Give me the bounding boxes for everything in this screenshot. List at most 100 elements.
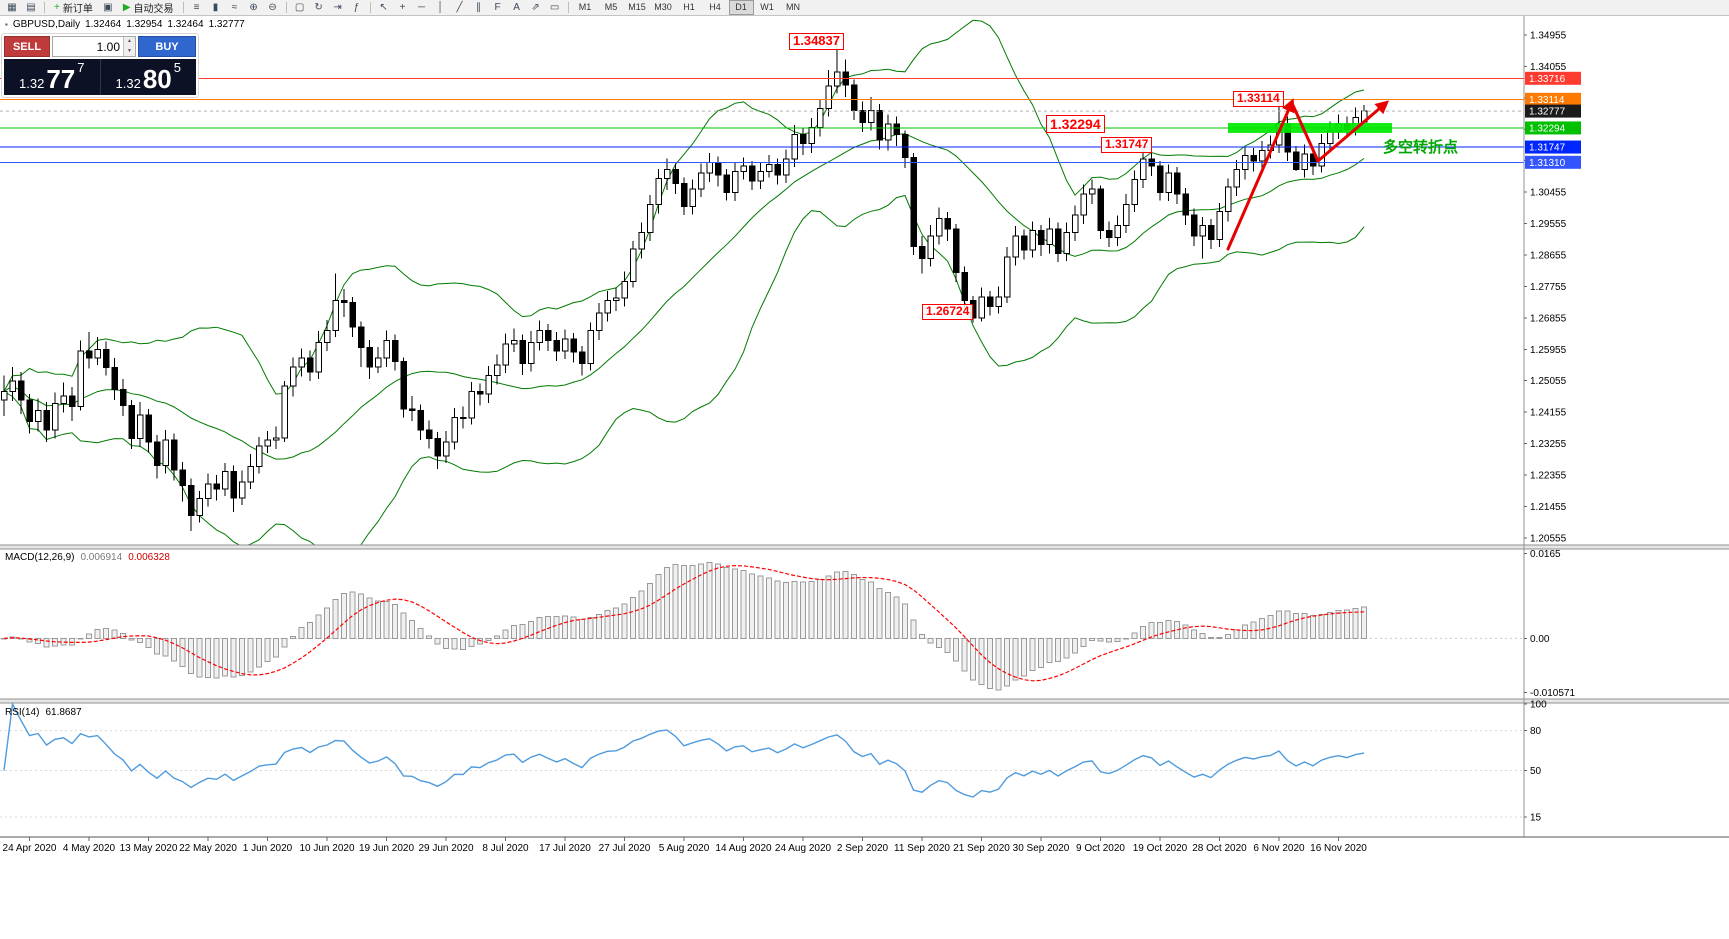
new-chart-icon[interactable]: ▦ [7, 1, 17, 13]
date-label: 10 Jun 2020 [299, 843, 354, 854]
candle-body [485, 375, 492, 395]
arrow-tool-icon[interactable]: ⇗ [531, 1, 540, 13]
axis-price-tag-text: 1.31747 [1529, 143, 1566, 154]
macd-bar [409, 619, 415, 639]
volume-box: ▲ ▼ [52, 36, 136, 57]
macd-bar [1148, 621, 1155, 639]
text-label-icon[interactable]: A [513, 1, 520, 13]
tile-windows-icon[interactable]: ▢ [294, 1, 305, 13]
candle-body [1114, 225, 1121, 239]
auto-trading-button[interactable]: ▶ 自动交易 [118, 1, 179, 15]
price-scale-label: 1.27755 [1530, 282, 1567, 293]
trend-arrow[interactable] [1226, 98, 1295, 251]
macd-bar [664, 567, 670, 639]
chart-shift-icon[interactable]: ⇥ [333, 1, 342, 13]
macd-bar [477, 637, 483, 645]
candle-body [323, 329, 331, 343]
macd-bar [553, 616, 560, 639]
candle-body [340, 300, 348, 303]
macd-bar [851, 574, 857, 639]
trendline-icon[interactable]: ╱ [456, 1, 463, 13]
auto-trading-button-label: 自动交易 [133, 4, 174, 15]
turning-point-note[interactable]: 多空转折点 [1383, 139, 1459, 156]
bar-chart-icon[interactable]: ≡ [193, 1, 200, 13]
price-callout-1.31747[interactable]: 1.31747 [1101, 137, 1153, 153]
market-watch-icon[interactable]: ▣ [103, 1, 113, 13]
panel-splitter[interactable] [0, 545, 1729, 549]
sell-button[interactable]: SELL [4, 36, 50, 57]
timeframe-h4[interactable]: H4 [709, 2, 721, 12]
auto-scroll-icon[interactable]: ↻ [314, 1, 323, 13]
timeframe-m5[interactable]: M5 [604, 2, 618, 12]
candle-body [782, 158, 790, 176]
horizontal-line-icon[interactable]: ─ [418, 1, 426, 13]
bb-upper-band [3, 19, 1365, 395]
macd-bar [94, 629, 101, 639]
macd-bar [341, 592, 347, 639]
volume-up-icon[interactable]: ▲ [124, 37, 135, 47]
macd-bar [154, 637, 160, 655]
indicators-icon[interactable]: ƒ [353, 1, 360, 13]
candle-body [1097, 188, 1104, 232]
price-callout-1.32294[interactable]: 1.32294 [1046, 115, 1105, 134]
trend-arrow[interactable] [1290, 100, 1390, 163]
zoom-in-icon[interactable]: ⊕ [249, 1, 258, 13]
candle-body [757, 170, 764, 182]
price-callout-1.34837[interactable]: 1.34837 [789, 33, 844, 50]
axis-price-tag-text: 1.32294 [1529, 123, 1566, 134]
timeframe-h1[interactable]: H1 [683, 2, 695, 12]
candle-body [0, 390, 8, 401]
volume-input[interactable] [53, 37, 123, 56]
price-callout-1.26724[interactable]: 1.26724 [922, 304, 974, 320]
vertical-line-icon[interactable]: │ [437, 1, 444, 13]
candle-body [221, 471, 229, 490]
timeframe-m15[interactable]: M15 [628, 2, 646, 12]
candle-body [978, 296, 985, 319]
price-callout-1.33114[interactable]: 1.33114 [1233, 91, 1284, 107]
candle-body [935, 218, 943, 237]
ask-price[interactable]: 1.32 80 5 [99, 59, 197, 95]
candle-body [595, 312, 603, 331]
macd-bar [766, 577, 772, 639]
ohlc-close: 1.32777 [208, 19, 245, 30]
candle-body [459, 417, 467, 420]
timeframe-d1[interactable]: D1 [728, 0, 754, 15]
macd-bar [995, 637, 1002, 691]
price-scale-label: 1.29555 [1530, 219, 1567, 230]
cursor-icon[interactable]: ↖ [379, 1, 388, 13]
candle-body [1139, 158, 1147, 180]
timeframe-w1[interactable]: W1 [760, 2, 774, 12]
candle-body [349, 301, 356, 328]
profiles-icon[interactable]: ▤ [26, 1, 36, 13]
channel-icon[interactable]: ∥ [476, 1, 482, 13]
macd-bar [1284, 610, 1291, 639]
candle-body [621, 280, 628, 299]
crosshair-icon[interactable]: + [399, 1, 406, 13]
line-chart-icon[interactable]: ≈ [231, 1, 238, 13]
macd-bar [1352, 608, 1359, 639]
macd-bar [247, 637, 254, 673]
macd-scale-label: 0.0165 [1530, 549, 1561, 560]
macd-bar [69, 637, 75, 646]
support-highlight-zone[interactable] [1228, 122, 1392, 133]
volume-down-icon[interactable]: ▼ [124, 46, 135, 56]
shapes-icon[interactable]: ▭ [549, 1, 560, 13]
date-label: 21 Sep 2020 [953, 843, 1010, 854]
panel-splitter[interactable] [0, 699, 1729, 703]
candlestick-chart-icon[interactable]: ▮ [212, 1, 219, 13]
symbol-period-label: GBPUSD,Daily [12, 19, 81, 30]
macd-bar [1097, 637, 1104, 642]
candle-body [918, 245, 926, 260]
zoom-out-icon[interactable]: ⊖ [268, 1, 277, 13]
timeframe-mn[interactable]: MN [786, 2, 801, 12]
new-order-button-label: 新订单 [62, 4, 93, 15]
new-order-button[interactable]: + 新订单 [49, 1, 98, 15]
fibonacci-icon[interactable]: F [494, 1, 501, 13]
buy-button[interactable]: BUY [138, 36, 196, 57]
candle-body [1165, 172, 1172, 193]
timeframe-m30[interactable]: M30 [654, 2, 672, 12]
bid-price[interactable]: 1.32 77 7 [4, 59, 100, 95]
macd-bar [375, 600, 381, 639]
timeframe-m1[interactable]: M1 [578, 2, 592, 12]
